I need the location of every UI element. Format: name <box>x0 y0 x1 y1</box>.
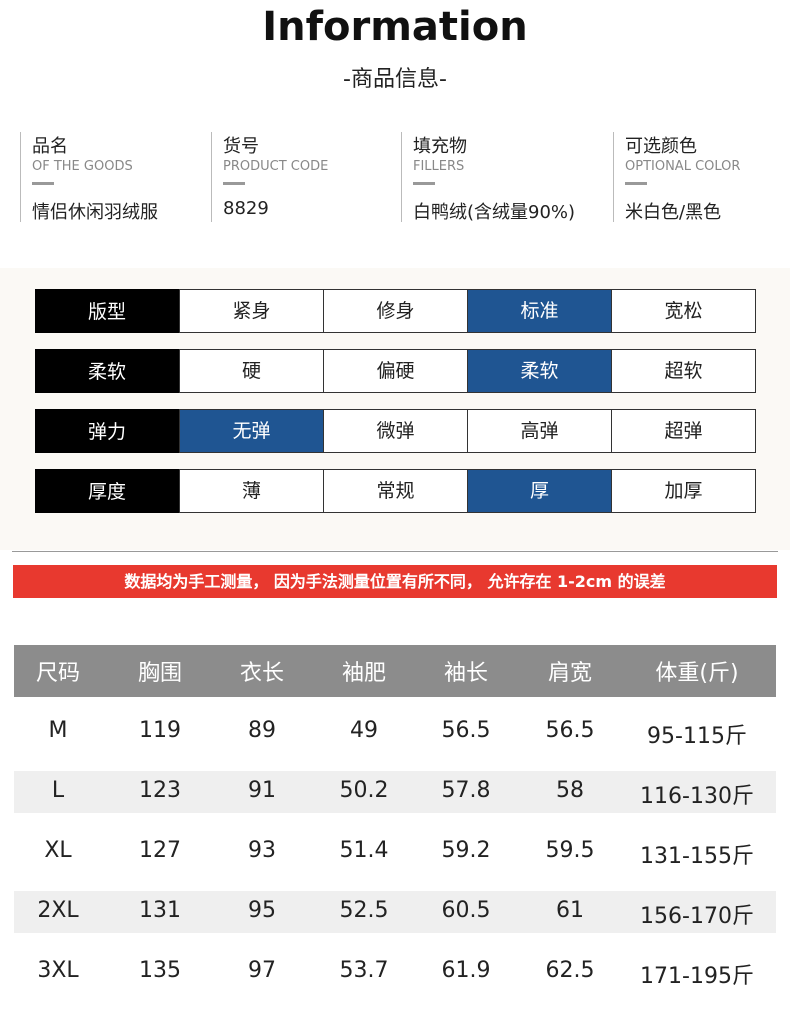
table-cell: 131 <box>139 898 181 923</box>
attr-option-selected: 厚 <box>467 469 612 513</box>
table-cell: 56.5 <box>545 718 595 743</box>
table-cell: M <box>48 718 68 743</box>
table-cell: 93 <box>248 838 276 863</box>
attr-option: 薄 <box>179 469 324 513</box>
attr-option-selected: 无弹 <box>179 409 324 453</box>
info-bar <box>32 182 54 185</box>
info-value: 米白色/黑色 <box>625 202 722 223</box>
info-en: OF THE GOODS <box>32 159 133 174</box>
attr-option: 宽松 <box>611 289 756 333</box>
attr-option: 超弹 <box>611 409 756 453</box>
table-cell: 2XL <box>37 898 79 923</box>
notice: 数据均为手工测量， 因为手法测量位置有所不同， 允许存在 1-2cm 的误差 <box>13 565 777 598</box>
info-label: 货号 <box>223 136 259 157</box>
info-en: FILLERS <box>413 159 465 174</box>
table-cell: 61.9 <box>441 958 491 983</box>
title: Information <box>262 4 528 50</box>
attr-name: 版型 <box>35 289 179 333</box>
table-cell: 95 <box>248 898 276 923</box>
table-cell: 119 <box>139 718 181 743</box>
attr-option: 修身 <box>323 289 468 333</box>
table-cell: 61 <box>556 898 584 923</box>
attr-name: 弹力 <box>35 409 179 453</box>
table-cell: 51.4 <box>339 838 389 863</box>
attr-option-selected: 标准 <box>467 289 612 333</box>
table-cell: 52.5 <box>339 898 389 923</box>
info-bar <box>625 182 647 185</box>
table-cell: 62.5 <box>545 958 595 983</box>
divider <box>12 551 778 552</box>
table-cell: 171-195斤 <box>640 964 754 989</box>
table-cell: 127 <box>139 838 181 863</box>
table-cell: 116-130斤 <box>640 784 754 809</box>
table-cell: 59.2 <box>441 838 491 863</box>
info-label: 可选颜色 <box>625 136 697 157</box>
attr-option: 偏硬 <box>323 349 468 393</box>
table-cell: 58 <box>556 778 584 803</box>
table-header-bg <box>14 645 776 697</box>
table-header: 袖长 <box>443 661 489 686</box>
table-cell: 156-170斤 <box>640 904 754 929</box>
attr-option: 加厚 <box>611 469 756 513</box>
info-en: PRODUCT CODE <box>223 159 329 174</box>
attr-option: 微弹 <box>323 409 468 453</box>
info-bar <box>223 182 245 185</box>
info-value: 情侣休闲羽绒服 <box>32 202 158 223</box>
table-header: 肩宽 <box>547 661 593 686</box>
row-bg <box>14 771 776 813</box>
info-bar <box>413 182 435 185</box>
info-label: 品名 <box>32 136 68 157</box>
info-en: OPTIONAL COLOR <box>625 159 741 174</box>
subtitle: -商品信息- <box>343 67 447 92</box>
info-divider <box>401 132 402 222</box>
table-cell: 123 <box>139 778 181 803</box>
table-cell: L <box>51 778 65 803</box>
table-header: 尺码 <box>35 661 81 686</box>
table-cell: 131-155斤 <box>640 844 754 869</box>
attr-option: 常规 <box>323 469 468 513</box>
table-cell: 60.5 <box>441 898 491 923</box>
table-header: 袖肥 <box>341 661 387 686</box>
attr-option-selected: 柔软 <box>467 349 612 393</box>
info-divider <box>20 132 21 222</box>
attr-option: 紧身 <box>179 289 324 333</box>
table-cell: 57.8 <box>441 778 491 803</box>
attr-name: 厚度 <box>35 469 179 513</box>
table-cell: 91 <box>248 778 276 803</box>
attr-name: 柔软 <box>35 349 179 393</box>
table-cell: XL <box>44 838 72 863</box>
row-bg <box>14 891 776 933</box>
attr-option: 超软 <box>611 349 756 393</box>
info-divider <box>613 132 614 222</box>
table-cell: 53.7 <box>339 958 389 983</box>
table-cell: 56.5 <box>441 718 491 743</box>
table-header: 体重(斤) <box>655 661 739 686</box>
table-cell: 135 <box>139 958 181 983</box>
attr-option: 硬 <box>179 349 324 393</box>
table-cell: 59.5 <box>545 838 595 863</box>
info-label: 填充物 <box>413 136 467 157</box>
info-value: 8829 <box>223 198 269 219</box>
table-cell: 89 <box>248 718 276 743</box>
table-cell: 49 <box>350 718 378 743</box>
table-cell: 50.2 <box>339 778 389 803</box>
table-cell: 3XL <box>37 958 79 983</box>
attr-option: 高弹 <box>467 409 612 453</box>
table-header: 衣长 <box>239 661 285 686</box>
info-value: 白鸭绒(含绒量90%) <box>413 202 576 223</box>
table-header: 胸围 <box>137 661 183 686</box>
table-cell: 97 <box>248 958 276 983</box>
info-divider <box>211 132 212 222</box>
table-cell: 95-115斤 <box>647 724 747 749</box>
